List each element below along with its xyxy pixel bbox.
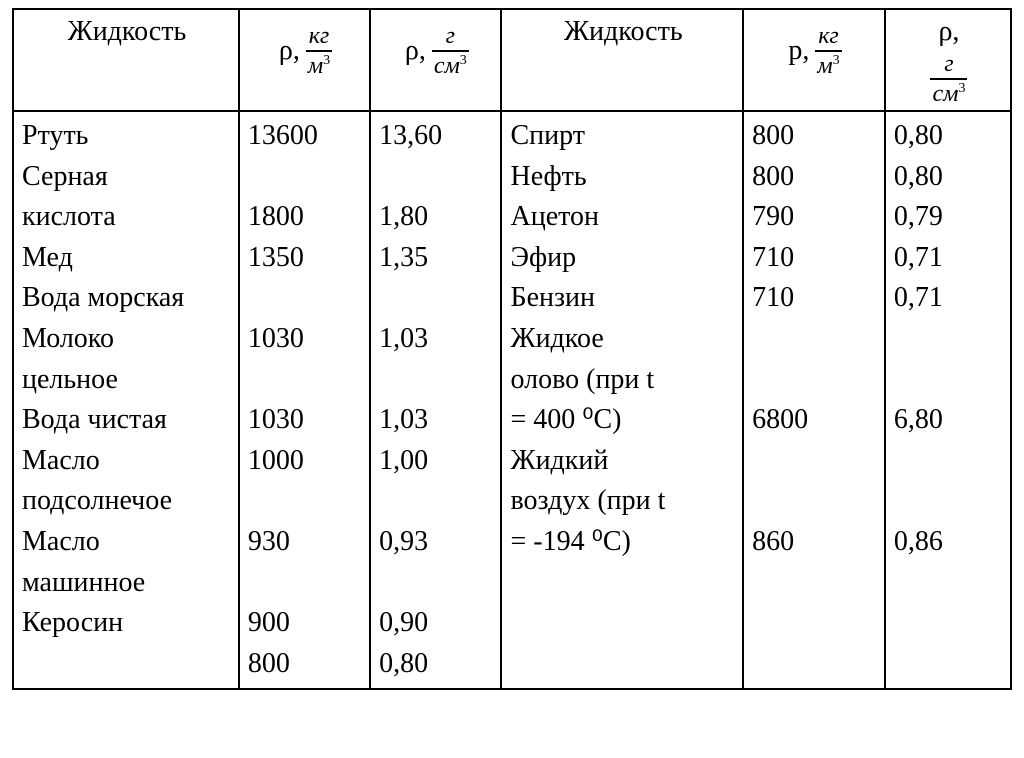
- cell-names-right: Спирт Нефть Ацетон Эфир Бензин Жидкое ол…: [501, 111, 743, 689]
- unit-fraction: кг м3: [306, 24, 332, 78]
- rho-symbol: ρ,: [279, 35, 300, 67]
- unit-fraction: г см3: [432, 24, 469, 78]
- cell-kg-left: 13600 1800 1350 1030 1030 1000 930 900 8…: [239, 111, 370, 689]
- cell-kg-right: 800 800 790 710 710 6800 860: [743, 111, 885, 689]
- col-header-rho-g-cm3-left: ρ, г см3: [370, 9, 501, 111]
- table-body-row: Ртуть Серная кислота Мед Вода морская Мо…: [13, 111, 1011, 689]
- rho-symbol: р,: [788, 35, 809, 67]
- cell-g-right: 0,80 0,80 0,79 0,71 0,71 6,80 0,86: [885, 111, 1011, 689]
- header-label: Жидкость: [68, 16, 187, 47]
- table-header-row: Жидкость ρ, кг м3 ρ, г см3: [13, 9, 1011, 111]
- unit-fraction: г см3: [930, 52, 967, 106]
- cell-g-left: 13,60 1,80 1,35 1,03 1,03 1,00 0,93 0,90…: [370, 111, 501, 689]
- col-header-liquid-right: Жидкость: [501, 9, 743, 111]
- header-label: Жидкость: [564, 16, 683, 47]
- col-header-rho-g-cm3-right: ρ, г см3: [885, 9, 1011, 111]
- rho-symbol: ρ,: [405, 35, 426, 67]
- cell-names-left: Ртуть Серная кислота Мед Вода морская Мо…: [13, 111, 239, 689]
- col-header-rho-kg-m3-right: р, кг м3: [743, 9, 885, 111]
- density-table: Жидкость ρ, кг м3 ρ, г см3: [12, 8, 1012, 690]
- col-header-liquid-left: Жидкость: [13, 9, 239, 111]
- rho-symbol: ρ,: [938, 16, 959, 48]
- unit-fraction: кг м3: [815, 24, 841, 78]
- col-header-rho-kg-m3-left: ρ, кг м3: [239, 9, 370, 111]
